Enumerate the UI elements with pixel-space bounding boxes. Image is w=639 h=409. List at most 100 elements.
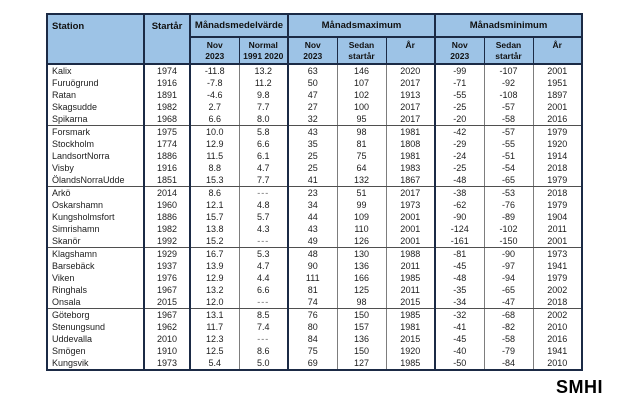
mean-nov-cell: 12.1: [190, 199, 240, 211]
min-nov-cell: -45: [435, 260, 485, 272]
startyear-cell: 1886: [144, 211, 191, 223]
group-header-row: Station Startår Månadsmedelvärde Månadsm…: [46, 13, 583, 65]
max-year-cell: 2015: [386, 296, 436, 309]
min-since-cell: -68: [484, 308, 534, 321]
subheader-max-nov: Nov 2023: [287, 36, 338, 65]
min-since-cell: -55: [484, 138, 534, 150]
min-since-cell: -65: [484, 174, 534, 187]
min-nov-cell: -41: [435, 321, 485, 333]
max-nov-cell: 44: [288, 211, 338, 223]
min-nov-cell: -99: [435, 64, 485, 77]
table-row: Onsala 2015 12.0 --- 74 98 2015 -34 -47 2018: [47, 296, 582, 309]
min-year-cell: 1897: [547, 90, 568, 100]
subheader-min-nov: Nov 2023: [434, 36, 485, 65]
mean-nov-cell: 11.7: [190, 321, 240, 333]
startyear-cell: 1960: [144, 199, 191, 211]
min-year-cell: 1920: [547, 139, 568, 149]
mean-normal-cell: 6.1: [239, 150, 289, 162]
max-since-cell: 146: [337, 64, 387, 77]
max-nov-cell: 69: [288, 357, 338, 370]
min-year-cell: 1979: [547, 200, 568, 210]
min-nov-cell: -71: [435, 77, 485, 89]
station-cell: Ratan: [47, 89, 145, 101]
station-cell: Viken: [47, 272, 145, 284]
max-year-cell: 2017: [386, 113, 436, 126]
min-since-cell: -107: [484, 64, 534, 77]
table-row: ÖlandsNorraUdde 1851 15.3 7.7 41 132 1867 -48 -6…: [47, 174, 582, 187]
mean-nov-cell: 8.6: [190, 186, 240, 199]
table-row: Skagsudde 1982 2.7 7.7 27 100 2017 -25 -57 2001: [47, 101, 582, 113]
mean-normal-cell: 5.3: [239, 247, 289, 260]
table-row: Göteborg 1967 13.1 8.5 76 150 1985 -32 -68 2002: [47, 308, 582, 321]
max-nov-cell: 84: [288, 333, 338, 345]
min-year-cell: 1941: [547, 261, 568, 271]
subheader-max-year: År: [385, 36, 436, 65]
min-year-cell: 2001: [533, 235, 582, 248]
min-nov-cell: -25: [435, 162, 485, 174]
station-cell: Klagshamn: [47, 247, 145, 260]
table-row: Klagshamn 1929 16.7 5.3 48 130 1988 -81 -90 1973: [47, 247, 582, 260]
station-cell: Simrishamn: [47, 223, 145, 235]
table-row: Ratan 1891 -4.6 9.8 47 102 1913 -55 -108 1897: [47, 89, 582, 101]
min-year-cell: 2016: [533, 113, 582, 126]
max-nov-cell: 80: [288, 321, 338, 333]
min-nov-cell: -32: [435, 308, 485, 321]
max-year-cell: 1985: [386, 272, 436, 284]
mean-nov-cell: 12.9: [190, 272, 240, 284]
station-cell: Barsebäck: [47, 260, 145, 272]
min-nov-cell: -25: [435, 101, 485, 113]
startyear-cell: 1974: [144, 64, 191, 77]
min-year-cell: 1951: [547, 78, 568, 88]
startyear-cell: 2015: [144, 296, 191, 309]
mean-normal-cell: ---: [239, 296, 289, 309]
station-cell: Skanör: [47, 235, 145, 248]
min-nov-cell: -38: [435, 186, 485, 199]
max-since-cell: 150: [337, 345, 387, 357]
max-since-cell: 126: [337, 235, 387, 248]
max-since-cell: 107: [337, 77, 387, 89]
min-since-cell: -102: [484, 223, 534, 235]
max-since-cell: 110: [337, 223, 387, 235]
max-year-cell: 1983: [386, 162, 436, 174]
mean-nov-cell: 15.3: [190, 174, 240, 187]
station-cell: Smögen: [47, 345, 145, 357]
mean-normal-cell: 8.5: [239, 308, 289, 321]
mean-normal-cell: 4.7: [239, 162, 289, 174]
max-since-cell: 64: [337, 162, 387, 174]
min-nov-cell: -62: [435, 199, 485, 211]
max-since-cell: 100: [337, 101, 387, 113]
mean-nov-cell: 5.4: [190, 357, 240, 370]
mean-nov-cell: 13.8: [190, 223, 240, 235]
startyear-cell: 2014: [144, 186, 191, 199]
min-nov-cell: -40: [435, 345, 485, 357]
max-nov-cell: 25: [288, 162, 338, 174]
min-since-cell: -58: [484, 113, 534, 126]
max-nov-cell: 48: [288, 247, 338, 260]
max-nov-cell: 81: [288, 284, 338, 296]
mean-normal-cell: 7.7: [239, 174, 289, 187]
mean-normal-cell: 13.2: [239, 64, 289, 77]
smhi-logo: SMHI: [556, 377, 603, 397]
min-since-cell: -57: [484, 125, 534, 138]
max-nov-cell: 76: [288, 308, 338, 321]
max-since-cell: 98: [337, 296, 387, 309]
min-since-cell: -108: [484, 89, 534, 101]
mean-normal-cell: 7.4: [239, 321, 289, 333]
startyear-cell: 1968: [144, 113, 191, 126]
max-since-cell: 51: [337, 186, 387, 199]
table-row: Arkö 2014 8.6 --- 23 51 2017 -38 -53 2018: [47, 186, 582, 199]
mean-normal-cell: 6.6: [239, 284, 289, 296]
max-year-cell: 1981: [386, 321, 436, 333]
subheader-mean-nov: Nov 2023: [189, 36, 240, 65]
mean-nov-cell: 6.6: [190, 113, 240, 126]
sea-level-statistics-table: Station Startår Månadsmedelvärde Månadsm…: [46, 13, 583, 371]
table-row: Visby 1916 8.8 4.7 25 64 1983 -25 -54 2018: [47, 162, 582, 174]
max-since-cell: 150: [337, 308, 387, 321]
startyear-cell: 2010: [144, 333, 191, 345]
table-row: Barsebäck 1937 13.9 4.7 90 136 2011 -45 -97 1941: [47, 260, 582, 272]
min-nov-cell: -35: [435, 284, 485, 296]
station-cell: LandsortNorra: [47, 150, 145, 162]
station-cell: Göteborg: [47, 308, 145, 321]
max-year-cell: 1808: [386, 138, 436, 150]
mean-nov-cell: 10.0: [190, 125, 240, 138]
